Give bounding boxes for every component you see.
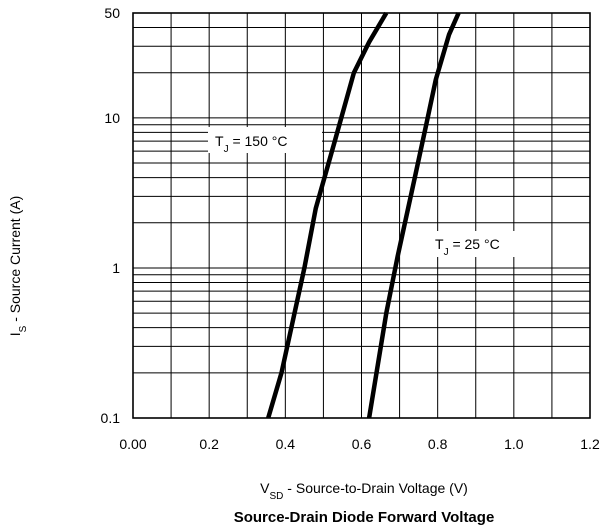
x-tick-label: 0.00 [119,436,146,452]
svg-text:TJ = 150 °C: TJ = 150 °C [215,133,287,155]
y-tick-label: 50 [104,5,120,21]
x-tick-label: 1.0 [504,436,524,452]
x-tick-label: 0.8 [428,436,448,452]
plot-frame [132,12,591,419]
y-tick-label: 0.1 [101,410,121,426]
y-tick-labels: 0.1 1 10 50 [101,5,121,426]
x-tick-label: 0.2 [199,436,219,452]
x-tick-label: 0.6 [352,436,372,452]
series-label-tj150: TJ = 150 °C [208,127,322,155]
x-tick-label: 0.4 [276,436,296,452]
x-axis-label: VSD - Source-to-Drain Voltage (V) [260,480,468,502]
series-line-tj150 [266,11,389,419]
curves [266,11,461,419]
y-tick-label: 1 [112,260,120,276]
y-tick-label: 10 [104,110,120,126]
grid [132,13,590,418]
x-tick-label: 1.2 [580,436,600,452]
series-label-tj25: TJ = 25 °C [429,231,531,258]
y-axis-label: IS - Source Current (A) [7,196,29,337]
series-line-tj25 [366,12,461,419]
x-tick-labels: 0.00 0.2 0.4 0.6 0.8 1.0 1.2 [119,436,600,452]
chart-title: Source-Drain Diode Forward Voltage [234,509,495,526]
svg-text:TJ = 25 °C: TJ = 25 °C [435,236,500,258]
